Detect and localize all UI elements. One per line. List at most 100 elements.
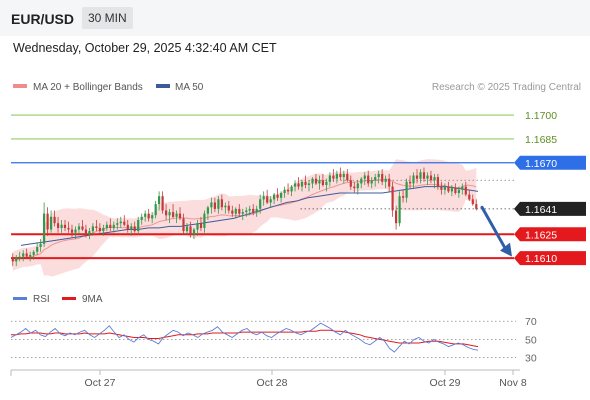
- candle-body: [363, 175, 366, 179]
- time-axis-label: Oct 28: [257, 377, 288, 389]
- rsi-tick-label: 70: [525, 316, 537, 328]
- candle-body: [213, 202, 216, 209]
- candle-body: [412, 175, 415, 184]
- candle-body: [84, 229, 87, 235]
- candle-body: [29, 255, 32, 257]
- candle-body: [91, 226, 94, 232]
- candle-body: [367, 175, 370, 184]
- candle-body: [384, 178, 387, 182]
- candle-body: [158, 196, 161, 205]
- candle-body: [443, 186, 446, 190]
- candle-body: [67, 227, 70, 230]
- candle-body: [388, 178, 391, 187]
- candle-body: [46, 213, 49, 230]
- candle-body: [168, 212, 171, 216]
- candle-body: [436, 177, 439, 187]
- candle-body: [185, 226, 189, 232]
- candle-body: [269, 199, 272, 203]
- interval-button[interactable]: 30 MIN: [82, 7, 133, 29]
- candle-body: [178, 213, 182, 219]
- candle-body: [161, 196, 164, 211]
- candle-body: [248, 208, 251, 211]
- candle-body: [426, 175, 429, 179]
- support-level-tag: [514, 227, 586, 242]
- symbol-label[interactable]: EUR/USD: [11, 11, 75, 27]
- candle-body: [457, 189, 460, 193]
- candle-body: [196, 223, 199, 230]
- candle-body: [280, 193, 283, 198]
- rsi-tick-label: 50: [525, 334, 537, 346]
- ma50-legend-label: MA 50: [175, 82, 204, 93]
- candle-body: [402, 196, 405, 198]
- rsi-ma-legend-label: 9MA: [82, 294, 103, 305]
- candle-body: [74, 229, 77, 233]
- candle-body: [266, 196, 269, 203]
- candle-body: [175, 213, 178, 217]
- candle-body: [119, 221, 122, 224]
- candle-body: [123, 221, 126, 225]
- candle-body: [415, 175, 419, 179]
- rsi-legend-label: RSI: [33, 294, 50, 305]
- candle-body: [325, 181, 328, 185]
- chart-header-bar: EUR/USD 30 MIN: [0, 0, 590, 36]
- ma20-legend-label: MA 20 + Bollinger Bands: [33, 82, 143, 93]
- bollinger-band: [12, 159, 477, 277]
- resistance-level-label: 1.1685: [525, 134, 557, 146]
- candle-body: [206, 207, 209, 214]
- candle-body: [245, 210, 248, 213]
- candle-body: [50, 216, 53, 230]
- support-level-label: 1.1610: [525, 253, 557, 265]
- candle-body: [32, 251, 35, 255]
- candle-body: [297, 183, 300, 187]
- candle-body: [360, 178, 363, 184]
- candle-body: [252, 208, 255, 213]
- rsi-legend-swatch: [13, 297, 27, 300]
- candle-body: [447, 186, 450, 192]
- candle-body: [53, 216, 56, 224]
- candle-body: [311, 178, 314, 184]
- candle-body: [370, 180, 373, 184]
- candle-body: [11, 258, 14, 262]
- candle-body: [238, 208, 241, 214]
- candle-body: [241, 212, 244, 214]
- rsi-ma-legend-swatch: [62, 297, 76, 300]
- candle-body: [314, 178, 318, 184]
- candle-body: [63, 224, 67, 228]
- candle-body: [464, 186, 467, 195]
- candle-body: [339, 173, 342, 178]
- credit-label: Research © 2025 Trading Central: [432, 82, 581, 93]
- candle-body: [335, 173, 338, 179]
- candle-body: [95, 226, 98, 228]
- candle-body: [287, 189, 290, 192]
- candle-body: [109, 224, 112, 228]
- candle-body: [126, 224, 129, 230]
- candle-body: [25, 253, 28, 257]
- candle-body: [81, 226, 84, 230]
- resistance-level-tag: [514, 155, 586, 170]
- forecast-arrow-shaft: [480, 205, 509, 254]
- candle-body: [77, 226, 81, 230]
- candle-body: [39, 243, 42, 247]
- candle-body: [60, 224, 63, 228]
- time-axis-label: Nov 8: [499, 377, 527, 389]
- candle-body: [342, 173, 345, 178]
- candle-body: [172, 212, 175, 217]
- candle-body: [43, 213, 46, 244]
- candle-body: [332, 175, 335, 179]
- candle-body: [409, 181, 412, 184]
- candle-body: [377, 173, 380, 178]
- candle-body: [137, 220, 140, 232]
- candle-body: [283, 189, 286, 193]
- candle-body: [353, 186, 356, 189]
- resistance-level-label: 1.1670: [525, 158, 557, 170]
- rsi-ma-line: [11, 329, 479, 348]
- candle-body: [140, 216, 143, 220]
- rsi-line: [10, 322, 479, 353]
- candle-body: [147, 213, 150, 219]
- candle-body: [182, 218, 185, 232]
- candle-body: [105, 224, 108, 228]
- candle-body: [199, 223, 203, 228]
- candle-body: [234, 208, 237, 214]
- candle-body: [210, 202, 213, 208]
